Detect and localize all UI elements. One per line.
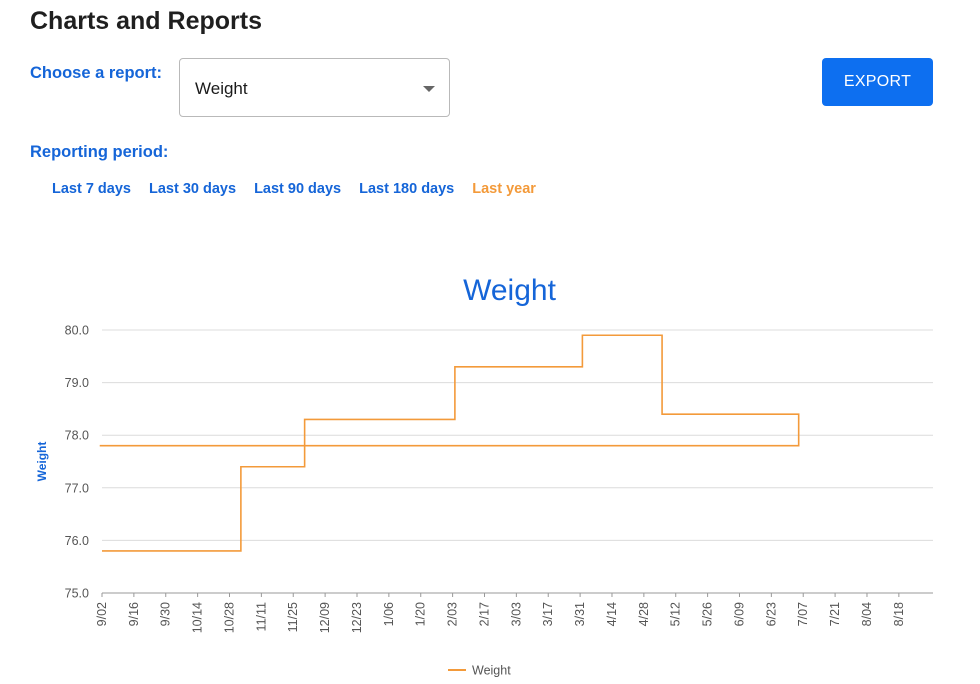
x-tick-label: 12/09 bbox=[318, 602, 332, 633]
y-axis-label: Weight bbox=[35, 442, 49, 482]
x-tick-label: 3/03 bbox=[509, 602, 523, 626]
x-tick-label: 5/26 bbox=[701, 602, 715, 626]
x-tick-label: 8/18 bbox=[892, 602, 906, 626]
x-tick-label: 9/30 bbox=[159, 602, 173, 626]
x-tick-label: 4/14 bbox=[605, 602, 619, 626]
x-tick-label: 11/11 bbox=[254, 602, 268, 631]
y-tick-label: 79.0 bbox=[65, 376, 89, 390]
x-tick-label: 10/14 bbox=[191, 602, 205, 633]
y-tick-label: 76.0 bbox=[65, 534, 89, 548]
y-tick-label: 78.0 bbox=[65, 429, 89, 443]
series-line-weight bbox=[99, 334, 800, 552]
chart-title: Weight bbox=[463, 274, 556, 307]
period-last-7-days[interactable]: Last 7 days bbox=[52, 181, 131, 197]
reporting-period-label: Reporting period: bbox=[30, 143, 169, 161]
x-tick-label: 1/20 bbox=[414, 602, 428, 626]
x-tick-label: 9/02 bbox=[95, 602, 109, 626]
x-tick-label: 12/23 bbox=[350, 602, 364, 633]
x-tick-label: 2/03 bbox=[446, 602, 460, 626]
x-tick-label: 3/31 bbox=[573, 602, 587, 626]
x-tick-label: 7/07 bbox=[796, 602, 810, 626]
x-tick-label: 7/21 bbox=[828, 602, 842, 626]
x-tick-label: 1/06 bbox=[382, 602, 396, 626]
x-tick-label: 2/17 bbox=[477, 602, 491, 626]
weight-chart: Weight 75.0 76.0 77.0 78.0 79.0 80.0 Weight 9/02… bbox=[35, 274, 933, 678]
legend-label: Weight bbox=[472, 664, 511, 678]
period-last-90-days[interactable]: Last 90 days bbox=[254, 181, 342, 197]
y-tick-label: 77.0 bbox=[65, 481, 89, 495]
x-tick-label: 8/04 bbox=[860, 602, 874, 626]
y-tick-label: 80.0 bbox=[65, 324, 89, 338]
x-tick-label: 6/09 bbox=[732, 602, 746, 626]
chevron-down-icon[interactable] bbox=[423, 86, 435, 92]
page-title: Charts and Reports bbox=[30, 7, 262, 35]
report-select[interactable]: Weight bbox=[179, 58, 450, 117]
reporting-period-options: Last 7 days Last 30 days Last 90 days La… bbox=[52, 181, 554, 197]
x-tick-label: 10/28 bbox=[222, 602, 236, 633]
report-select-value: Weight bbox=[195, 79, 248, 98]
report-label: Choose a report: bbox=[30, 64, 163, 82]
y-tick-label: 75.0 bbox=[65, 587, 89, 601]
x-tick-label: 6/23 bbox=[764, 602, 778, 626]
export-button[interactable]: EXPORT bbox=[822, 58, 933, 106]
x-tick-label: 3/17 bbox=[541, 602, 555, 626]
period-last-30-days[interactable]: Last 30 days bbox=[149, 181, 237, 197]
x-tick-label: 4/28 bbox=[637, 602, 651, 626]
x-tick-label: 9/16 bbox=[127, 602, 141, 626]
x-tick-label: 5/12 bbox=[669, 602, 683, 626]
x-tick-label: 11/25 bbox=[286, 602, 300, 632]
period-last-year[interactable]: Last year bbox=[472, 181, 536, 197]
period-last-180-days[interactable]: Last 180 days bbox=[359, 181, 455, 197]
